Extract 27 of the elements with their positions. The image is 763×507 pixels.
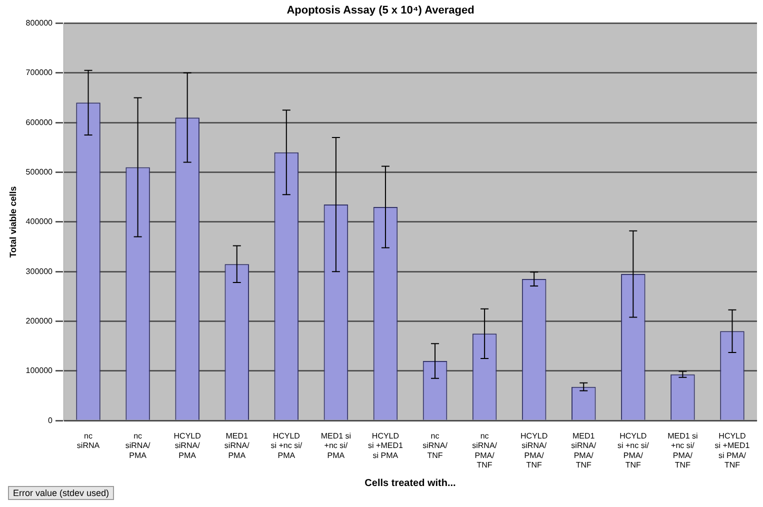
x-tick-label: nc siRNA/ PMA/ TNF — [472, 432, 498, 470]
y-tick-label: 600000 — [26, 118, 54, 127]
x-tick-label: MED1 si +nc si/ PMA/ TNF — [668, 432, 698, 470]
x-tick-label: MED1 si +nc si/ PMA — [320, 432, 352, 460]
y-tick-label: 800000 — [26, 18, 54, 28]
x-tick-label: nc siRNA — [76, 432, 100, 450]
y-tick-label: 700000 — [26, 68, 54, 78]
x-tick-label: HCYLD si +MED1 si PMA — [368, 432, 404, 460]
x-tick-label: nc siRNA/ TNF — [422, 432, 448, 460]
text: Error value (stdev used) — [8, 486, 114, 500]
y-tick-label: 400000 — [26, 217, 54, 226]
y-axis-title: Total viable cells — [8, 186, 18, 258]
x-tick-label: HCYLD si +MED1 si PMA/ TNF — [714, 432, 750, 470]
y-tick-label: 0 — [48, 416, 54, 425]
y-tick-label: 100000 — [26, 366, 54, 376]
x-tick-label: nc siRNA/ PMA — [125, 432, 152, 460]
chart-title: Apoptosis Assay (5 x 10⁴) Averaged — [286, 4, 474, 17]
y-tick-label: 500000 — [26, 167, 54, 176]
y-tick-label: 200000 — [26, 316, 54, 326]
x-tick-label: HCYLD siRNA/ PMA — [174, 432, 202, 460]
x-tick-label: MED1 siRNA/ PMA — [224, 432, 250, 460]
x-tick-label: HCYLD siRNA/ PMA/ TNF — [520, 432, 548, 470]
x-tick-label: MED1 siRNA/ PMA/ TNF — [571, 432, 597, 470]
x-axis-title: Cells treated with... — [364, 478, 456, 489]
x-tick-label: HCYLD si +nc si/ PMA — [270, 432, 303, 460]
x-tick-label: HCYLD si +nc si/ PMA/ TNF — [617, 432, 650, 470]
y-tick-label: 300000 — [26, 266, 54, 276]
